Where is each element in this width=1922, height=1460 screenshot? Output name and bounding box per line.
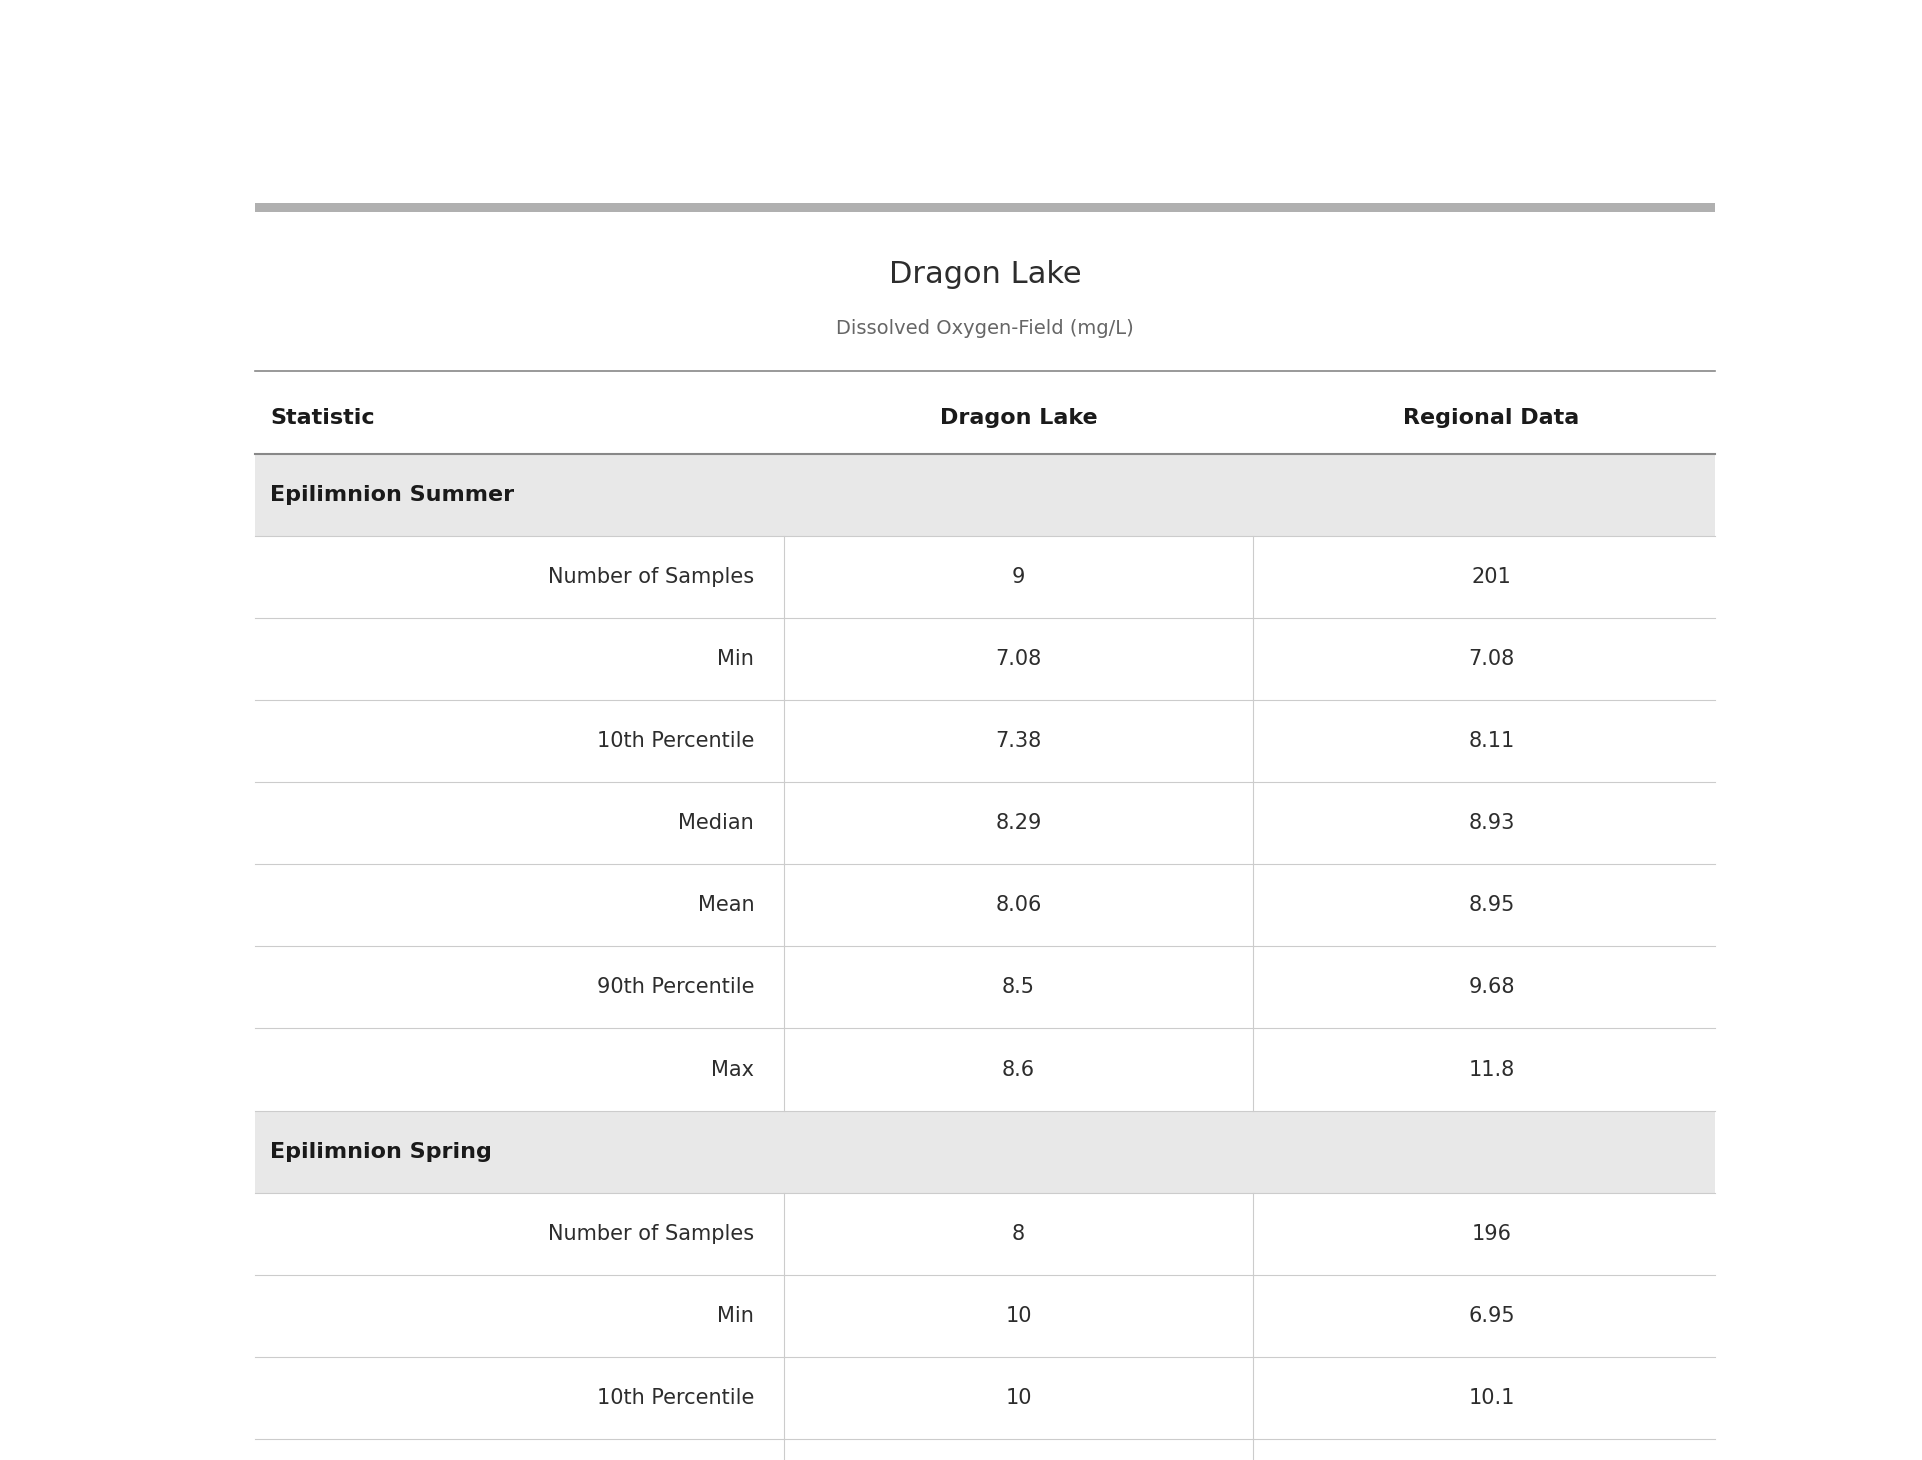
Bar — [256, 203, 1714, 212]
Text: 8.6: 8.6 — [1001, 1060, 1036, 1079]
Text: 8.29: 8.29 — [996, 813, 1042, 834]
Text: 9.68: 9.68 — [1468, 977, 1515, 997]
Text: Min: Min — [717, 1305, 753, 1326]
Text: 10.1: 10.1 — [1468, 1388, 1515, 1407]
Text: 6.95: 6.95 — [1468, 1305, 1515, 1326]
Bar — [256, 536, 1714, 618]
Text: Median: Median — [678, 813, 753, 834]
Text: 8.95: 8.95 — [1468, 895, 1515, 915]
Bar — [256, 1111, 1714, 1193]
Bar — [256, 783, 1714, 864]
Text: Number of Samples: Number of Samples — [548, 566, 753, 587]
Text: 201: 201 — [1472, 566, 1511, 587]
Text: Epilimnion Spring: Epilimnion Spring — [269, 1142, 492, 1162]
Bar — [256, 946, 1714, 1028]
Text: 8: 8 — [1013, 1223, 1024, 1244]
Text: 10th Percentile: 10th Percentile — [596, 1388, 753, 1407]
Text: Max: Max — [711, 1060, 753, 1079]
Text: 7.08: 7.08 — [1468, 650, 1515, 669]
Text: Number of Samples: Number of Samples — [548, 1223, 753, 1244]
Bar — [256, 1356, 1714, 1438]
Text: 10: 10 — [1005, 1388, 1032, 1407]
Text: Dragon Lake: Dragon Lake — [888, 260, 1082, 289]
Text: 7.08: 7.08 — [996, 650, 1042, 669]
Text: 9: 9 — [1011, 566, 1024, 587]
Bar — [256, 454, 1714, 536]
Text: Dissolved Oxygen-Field (mg/L): Dissolved Oxygen-Field (mg/L) — [836, 318, 1134, 337]
Bar — [256, 618, 1714, 701]
Text: Epilimnion Summer: Epilimnion Summer — [269, 485, 515, 505]
Text: Mean: Mean — [698, 895, 753, 915]
Bar — [256, 1193, 1714, 1275]
Bar — [256, 864, 1714, 946]
Text: 8.93: 8.93 — [1468, 813, 1515, 834]
Text: 7.38: 7.38 — [996, 731, 1042, 752]
Text: Statistic: Statistic — [269, 407, 375, 428]
Bar — [256, 1438, 1714, 1460]
Text: 90th Percentile: 90th Percentile — [596, 977, 753, 997]
Text: 10th Percentile: 10th Percentile — [596, 731, 753, 752]
Bar — [256, 1028, 1714, 1111]
Text: 8.5: 8.5 — [1001, 977, 1036, 997]
Text: Regional Data: Regional Data — [1403, 407, 1580, 428]
Bar — [256, 1275, 1714, 1356]
Bar — [256, 701, 1714, 783]
Text: 8.11: 8.11 — [1468, 731, 1515, 752]
Text: 196: 196 — [1472, 1223, 1511, 1244]
Text: Min: Min — [717, 650, 753, 669]
Text: 8.06: 8.06 — [996, 895, 1042, 915]
Text: Dragon Lake: Dragon Lake — [940, 407, 1097, 428]
Text: 10: 10 — [1005, 1305, 1032, 1326]
Text: 11.8: 11.8 — [1468, 1060, 1515, 1079]
